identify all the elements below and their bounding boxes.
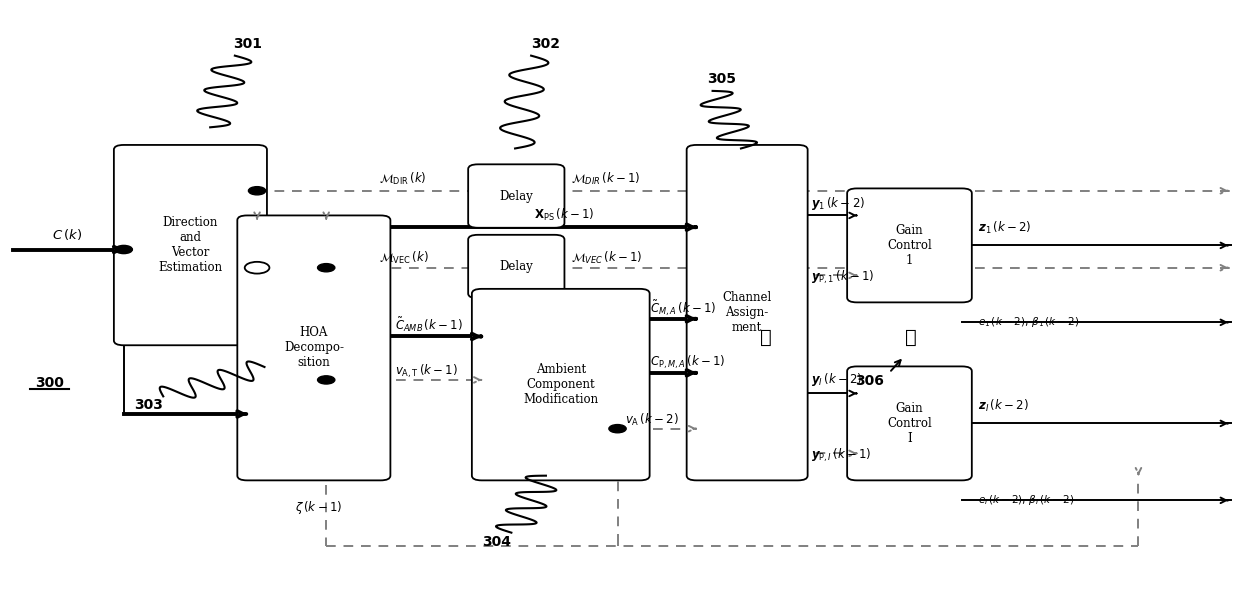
- Text: 301: 301: [233, 37, 262, 51]
- FancyBboxPatch shape: [469, 164, 564, 228]
- Text: $C\,(k)$: $C\,(k)$: [52, 227, 82, 242]
- Text: $\boldsymbol{z}_1\,(k-2)$: $\boldsymbol{z}_1\,(k-2)$: [978, 220, 1032, 236]
- Text: HOA
Decompo-
sition: HOA Decompo- sition: [284, 326, 343, 369]
- Text: $\tilde{C}_{M,A}\,(k-1)$: $\tilde{C}_{M,A}\,(k-1)$: [650, 298, 715, 318]
- Text: 302: 302: [532, 37, 560, 51]
- Text: 303: 303: [134, 398, 162, 412]
- Circle shape: [248, 187, 265, 195]
- Text: $v_{\rm A,T}\,(k-1)$: $v_{\rm A,T}\,(k-1)$: [396, 362, 459, 380]
- Text: $v_{\rm A}\,(k-2)$: $v_{\rm A}\,(k-2)$: [625, 412, 678, 428]
- Text: $\mathcal{M}_{VEC}\,(k-1)$: $\mathcal{M}_{VEC}\,(k-1)$: [570, 250, 642, 266]
- FancyBboxPatch shape: [847, 189, 972, 302]
- Text: Channel
Assign-
ment: Channel Assign- ment: [723, 291, 771, 334]
- Text: $\mathcal{M}_{DIR}\,(k-1)$: $\mathcal{M}_{DIR}\,(k-1)$: [570, 171, 640, 187]
- Text: $e_1\,(k-2),\,\beta_1\,(k-2)$: $e_1\,(k-2),\,\beta_1\,(k-2)$: [978, 315, 1079, 329]
- Text: 305: 305: [707, 72, 735, 86]
- FancyBboxPatch shape: [472, 289, 650, 480]
- Text: 306: 306: [854, 374, 884, 387]
- Text: $\boldsymbol{y}_{{\rm P},1}\,(k-1)$: $\boldsymbol{y}_{{\rm P},1}\,(k-1)$: [811, 269, 874, 286]
- FancyBboxPatch shape: [847, 366, 972, 480]
- Circle shape: [115, 246, 133, 254]
- Text: $\tilde{C}_{AMB}\,(k-1)$: $\tilde{C}_{AMB}\,(k-1)$: [396, 315, 464, 334]
- Text: $\mathcal{M}_{\rm VEC}\,(k)$: $\mathcal{M}_{\rm VEC}\,(k)$: [379, 250, 429, 266]
- Text: $\mathbf{X}_{\rm PS}\,(k-1)$: $\mathbf{X}_{\rm PS}\,(k-1)$: [533, 208, 594, 224]
- Text: $\mathcal{M}_{\rm DIR}\,(k)$: $\mathcal{M}_{\rm DIR}\,(k)$: [379, 171, 427, 187]
- Text: 304: 304: [482, 535, 511, 549]
- Text: 300: 300: [35, 376, 64, 390]
- Text: $\boldsymbol{y}_1\,(k-2)$: $\boldsymbol{y}_1\,(k-2)$: [811, 195, 866, 212]
- FancyBboxPatch shape: [237, 215, 391, 480]
- Text: Gain
Control
1: Gain Control 1: [887, 224, 931, 267]
- Circle shape: [317, 264, 335, 272]
- Text: $\boldsymbol{y}_I\,(k-2)$: $\boldsymbol{y}_I\,(k-2)$: [811, 371, 863, 388]
- FancyBboxPatch shape: [687, 145, 807, 480]
- Text: $\zeta\,(k-1)$: $\zeta\,(k-1)$: [295, 499, 342, 517]
- Circle shape: [609, 425, 626, 433]
- Text: Delay: Delay: [500, 190, 533, 203]
- FancyBboxPatch shape: [114, 145, 267, 345]
- Circle shape: [244, 262, 269, 273]
- Text: Direction
and
Vector
Estimation: Direction and Vector Estimation: [159, 216, 222, 274]
- Text: ⋮: ⋮: [905, 329, 918, 347]
- Text: $\boldsymbol{z}_I\,(k-2)$: $\boldsymbol{z}_I\,(k-2)$: [978, 398, 1029, 414]
- Text: Gain
Control
I: Gain Control I: [887, 402, 931, 445]
- Text: $\boldsymbol{y}_{{\rm P},I}\,(k-1)$: $\boldsymbol{y}_{{\rm P},I}\,(k-1)$: [811, 447, 872, 464]
- FancyBboxPatch shape: [469, 235, 564, 298]
- Text: $e_I\,(k-2),\,\beta_I\,(k-2)$: $e_I\,(k-2),\,\beta_I\,(k-2)$: [978, 493, 1074, 508]
- Text: $C_{{\rm P},M,A}\,(k-1)$: $C_{{\rm P},M,A}\,(k-1)$: [650, 353, 725, 371]
- Text: Delay: Delay: [500, 260, 533, 273]
- Circle shape: [317, 376, 335, 384]
- Text: Ambient
Component
Modification: Ambient Component Modification: [523, 363, 599, 406]
- Text: ⋮: ⋮: [760, 329, 771, 347]
